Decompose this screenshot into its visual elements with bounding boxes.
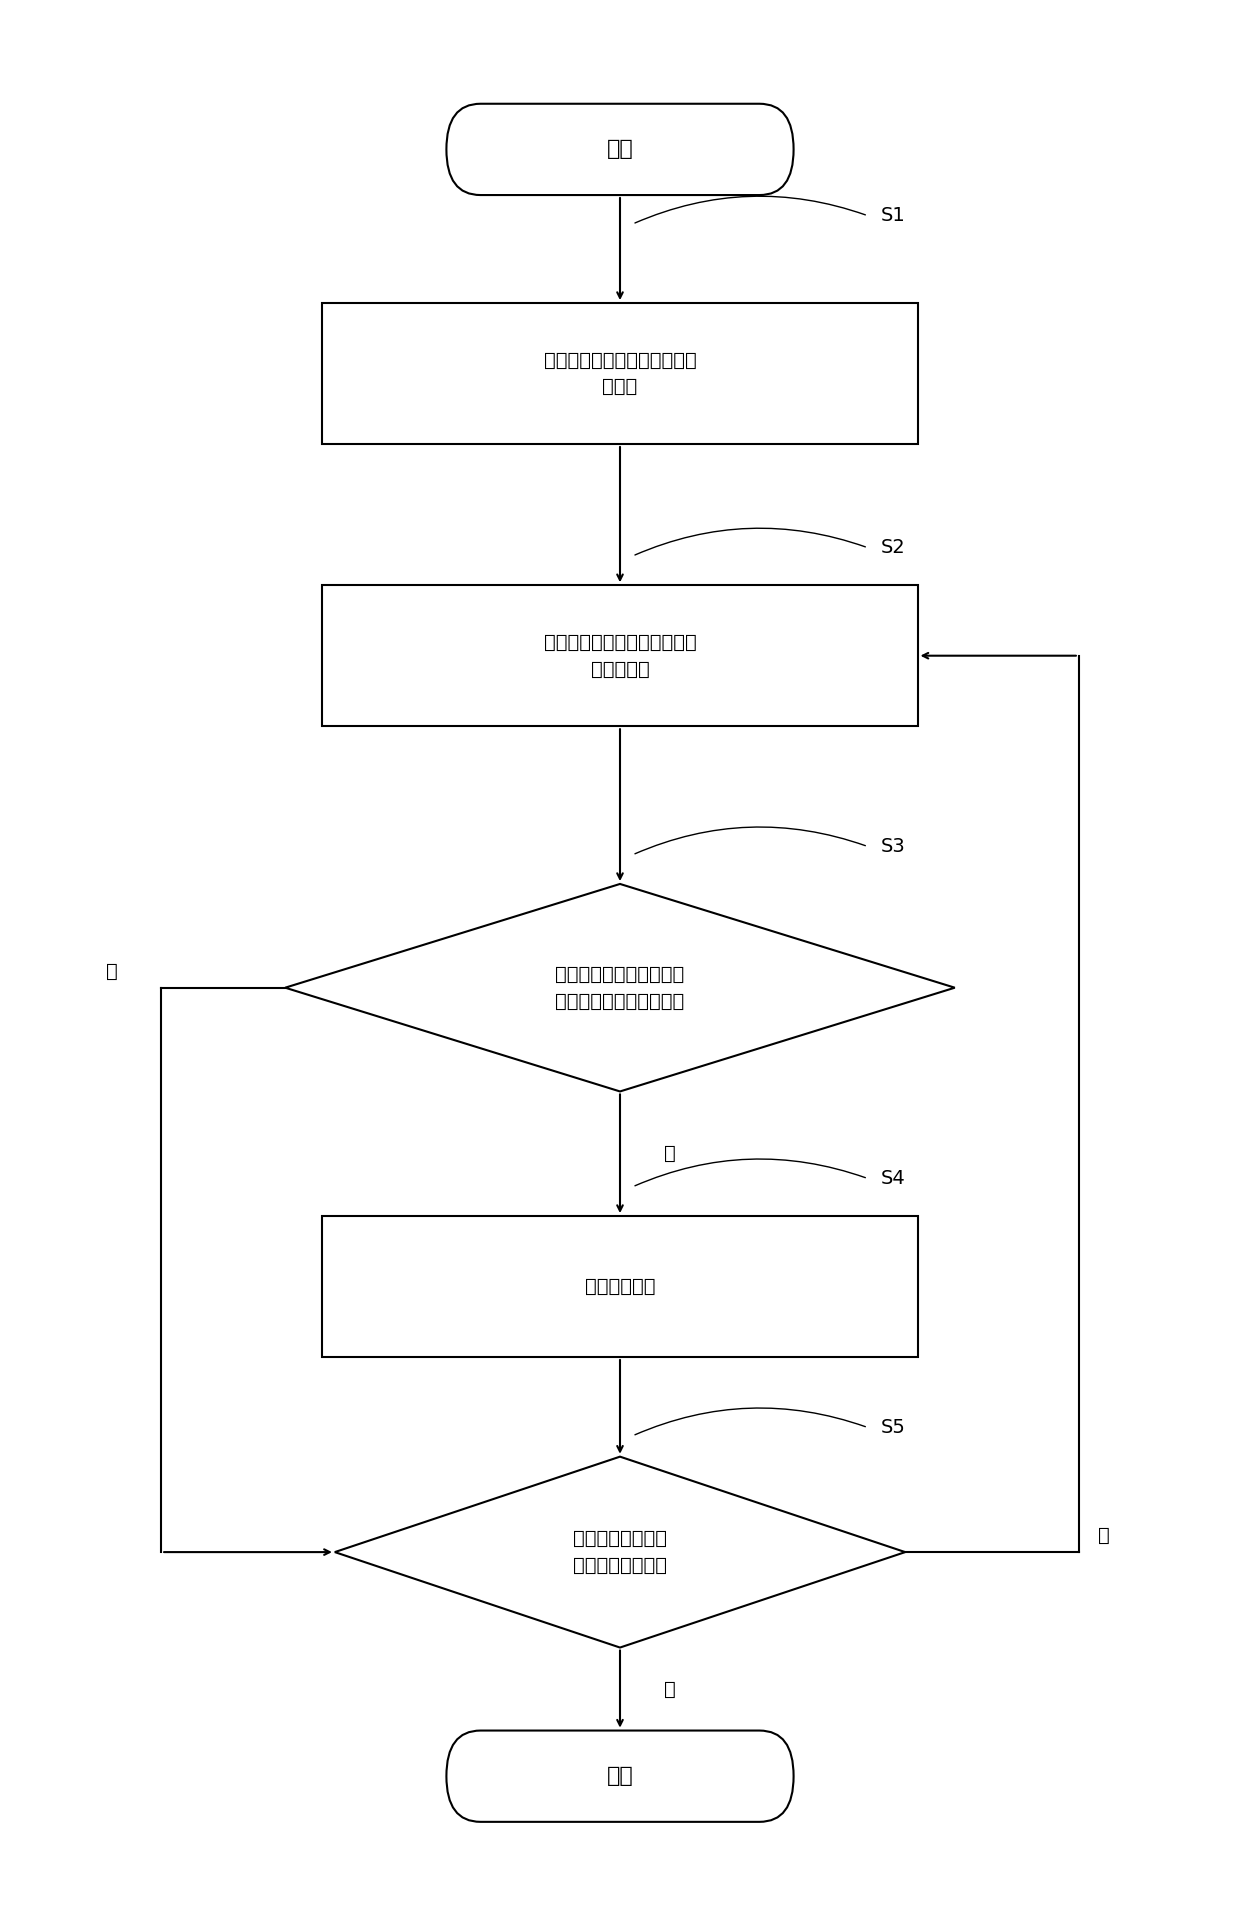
Text: S2: S2 — [880, 538, 905, 557]
Text: 检测数据出现任一组设定
的缺陷检测条件的缺陷？: 检测数据出现任一组设定 的缺陷检测条件的缺陷？ — [556, 964, 684, 1010]
Bar — [322, 586, 918, 725]
Bar — [322, 304, 918, 445]
Text: 否: 否 — [105, 962, 118, 981]
Polygon shape — [335, 1457, 905, 1647]
FancyBboxPatch shape — [446, 103, 794, 195]
Text: S1: S1 — [880, 206, 905, 225]
Text: 漆包线缺陷在线检
测设备停止工作？: 漆包线缺陷在线检 测设备停止工作？ — [573, 1529, 667, 1575]
Bar — [322, 1216, 918, 1357]
Text: 开始: 开始 — [606, 139, 634, 158]
FancyBboxPatch shape — [446, 1731, 794, 1821]
Text: 发送报警信息: 发送报警信息 — [585, 1277, 655, 1296]
Text: 是: 是 — [663, 1680, 676, 1699]
Text: 否: 否 — [1097, 1525, 1110, 1544]
Text: 结束: 结束 — [606, 1766, 634, 1787]
Text: S5: S5 — [880, 1418, 905, 1437]
Text: 接收漆包线缺陷在线检测设备
发送的数据: 接收漆包线缺陷在线检测设备 发送的数据 — [543, 634, 697, 678]
Text: S4: S4 — [880, 1168, 905, 1187]
Text: S3: S3 — [880, 838, 905, 855]
Text: 接收并记录多组设定的缺陷检
测条件: 接收并记录多组设定的缺陷检 测条件 — [543, 351, 697, 397]
Text: 是: 是 — [663, 1143, 676, 1163]
Polygon shape — [285, 884, 955, 1092]
